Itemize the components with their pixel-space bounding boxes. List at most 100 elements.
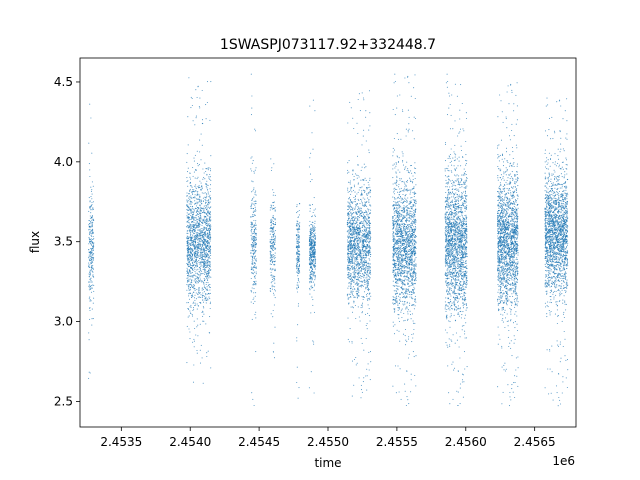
data-point: [191, 295, 193, 297]
data-point: [356, 177, 358, 179]
data-point: [191, 225, 193, 227]
data-point: [347, 256, 349, 258]
data-point: [200, 159, 202, 161]
data-point: [405, 234, 407, 236]
data-point: [347, 241, 349, 243]
data-point: [350, 107, 352, 109]
data-point: [349, 217, 351, 219]
data-point: [203, 192, 205, 194]
data-point: [201, 287, 203, 289]
data-point: [88, 224, 90, 226]
data-point: [190, 197, 192, 199]
data-point: [368, 242, 370, 244]
data-point: [362, 381, 364, 383]
data-point: [369, 255, 372, 257]
data-point: [202, 250, 204, 252]
data-point: [274, 257, 276, 259]
data-point: [202, 178, 204, 180]
data-point: [311, 262, 313, 264]
data-point: [255, 351, 257, 353]
data-point: [297, 272, 299, 274]
data-point: [202, 232, 204, 234]
data-point: [210, 367, 212, 369]
data-point: [347, 223, 349, 226]
data-point: [347, 269, 349, 271]
data-point: [189, 275, 191, 277]
data-point: [206, 187, 208, 189]
data-point: [406, 239, 408, 241]
data-point: [413, 292, 415, 294]
data-point: [364, 262, 366, 264]
data-point: [392, 231, 394, 233]
data-point: [368, 152, 370, 154]
data-point: [204, 269, 206, 271]
data-point: [255, 229, 257, 231]
data-point: [272, 253, 274, 256]
data-point: [88, 297, 90, 299]
data-point: [363, 349, 365, 351]
data-point: [314, 110, 316, 112]
data-point: [209, 298, 211, 300]
data-point: [250, 266, 252, 268]
data-point: [199, 362, 202, 364]
data-point: [253, 219, 255, 222]
data-point: [88, 256, 90, 258]
data-point: [199, 248, 201, 250]
data-point: [201, 220, 203, 222]
data-point: [364, 190, 366, 192]
data-point: [193, 257, 195, 259]
data-point: [201, 259, 203, 261]
data-point: [193, 230, 195, 232]
data-point: [359, 280, 361, 282]
data-point: [207, 184, 209, 186]
data-point: [364, 177, 366, 179]
data-point: [199, 349, 201, 351]
data-point: [200, 230, 202, 232]
data-point: [195, 277, 197, 280]
data-point: [201, 243, 204, 245]
data-point: [364, 241, 366, 243]
data-point: [273, 231, 275, 233]
data-point: [358, 93, 360, 95]
data-point: [363, 259, 366, 261]
data-point: [415, 301, 417, 303]
data-point: [367, 274, 369, 276]
data-point: [396, 329, 398, 331]
data-point: [189, 236, 191, 238]
data-point: [251, 236, 253, 238]
data-point: [312, 262, 314, 264]
data-point: [353, 243, 355, 245]
data-point: [313, 258, 315, 260]
data-point: [414, 210, 417, 212]
data-point: [274, 289, 276, 291]
data-point: [393, 188, 395, 190]
data-point: [255, 239, 257, 241]
data-point: [191, 186, 193, 188]
data-point: [352, 169, 354, 171]
data-point: [346, 221, 349, 223]
data-point: [273, 264, 275, 266]
data-point: [205, 219, 207, 221]
data-point: [255, 311, 257, 313]
data-point: [407, 214, 409, 216]
data-point: [195, 304, 197, 306]
data-point: [397, 285, 399, 287]
data-point: [194, 288, 196, 290]
data-point: [93, 256, 95, 258]
data-point: [89, 296, 91, 298]
data-point: [415, 279, 417, 281]
data-point: [348, 198, 350, 200]
data-point: [358, 232, 360, 234]
data-point: [405, 184, 407, 186]
data-point: [364, 227, 366, 229]
data-point: [403, 257, 406, 259]
data-point: [296, 260, 298, 262]
data-point: [296, 258, 298, 260]
data-point: [251, 245, 253, 247]
data-point: [347, 208, 350, 210]
data-point: [189, 199, 191, 201]
data-point: [187, 238, 189, 240]
data-point: [347, 235, 349, 237]
data-point: [204, 271, 206, 274]
data-point: [204, 212, 206, 214]
